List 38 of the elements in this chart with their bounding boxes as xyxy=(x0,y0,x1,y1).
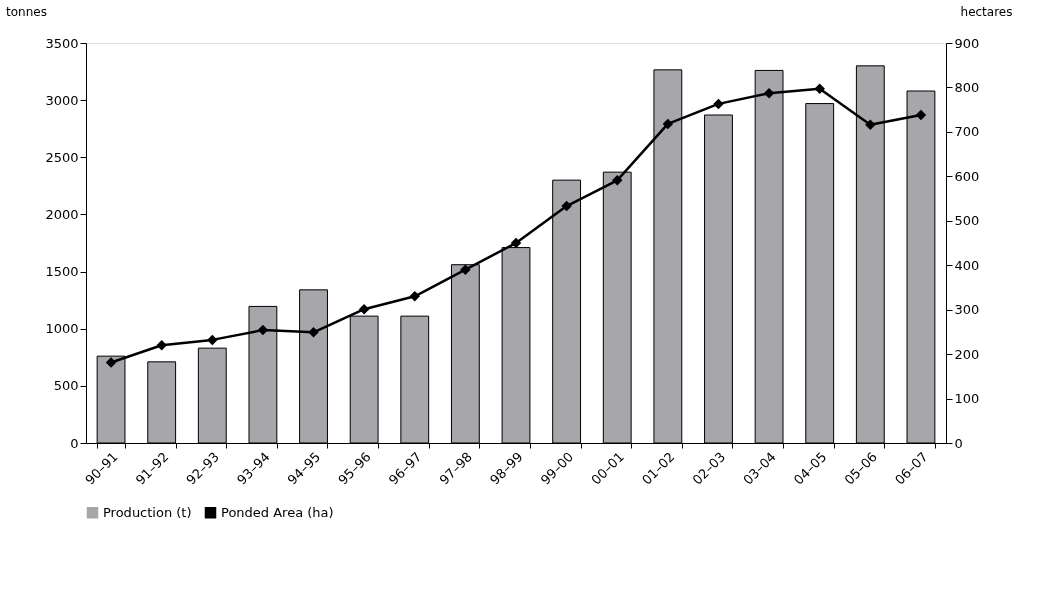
y2-tick-label: 200 xyxy=(954,346,980,362)
legend-label: Ponded Area (ha) xyxy=(221,504,334,520)
y2-tick-label: 500 xyxy=(954,213,980,229)
y-tick-label: 2000 xyxy=(45,206,79,222)
y2-tick-label: 900 xyxy=(954,35,980,51)
y-tick-label: 2500 xyxy=(45,149,79,165)
y2-tick-label: 0 xyxy=(954,435,963,451)
point xyxy=(611,175,623,186)
point xyxy=(763,87,775,99)
y-tick-label: 500 xyxy=(53,378,79,394)
point xyxy=(409,291,421,302)
point xyxy=(814,83,825,95)
y2-tick-label: 700 xyxy=(954,124,980,140)
point xyxy=(662,118,674,130)
y-tick-label: 1500 xyxy=(45,264,79,280)
point xyxy=(308,327,319,338)
point xyxy=(105,357,117,368)
y-tick-label: 1000 xyxy=(45,321,79,337)
y2-tick-label: 600 xyxy=(954,168,980,184)
point xyxy=(865,119,876,131)
point xyxy=(510,237,522,249)
point xyxy=(460,264,471,275)
point xyxy=(713,98,724,110)
point xyxy=(915,109,927,121)
point xyxy=(207,334,218,346)
y2-tick-label: 400 xyxy=(954,257,980,273)
y-tick-label: 3500 xyxy=(45,35,79,51)
y2-tick-label: 300 xyxy=(954,302,980,318)
y2-tick-label: 100 xyxy=(954,391,980,407)
y2-axis-title: hectares xyxy=(960,4,1013,19)
legend-label: Production (t) xyxy=(103,504,192,520)
y-tick-label: 3000 xyxy=(45,92,79,108)
y-axis-title: tonnes xyxy=(6,4,47,19)
point xyxy=(561,200,572,212)
point xyxy=(156,339,167,351)
y-tick-label: 0 xyxy=(70,435,79,451)
y2-tick-label: 800 xyxy=(954,79,980,95)
point xyxy=(358,303,370,315)
